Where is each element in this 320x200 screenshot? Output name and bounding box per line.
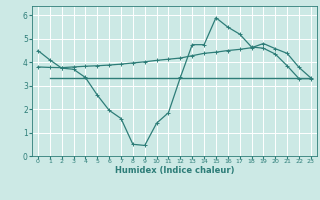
X-axis label: Humidex (Indice chaleur): Humidex (Indice chaleur) — [115, 166, 234, 175]
